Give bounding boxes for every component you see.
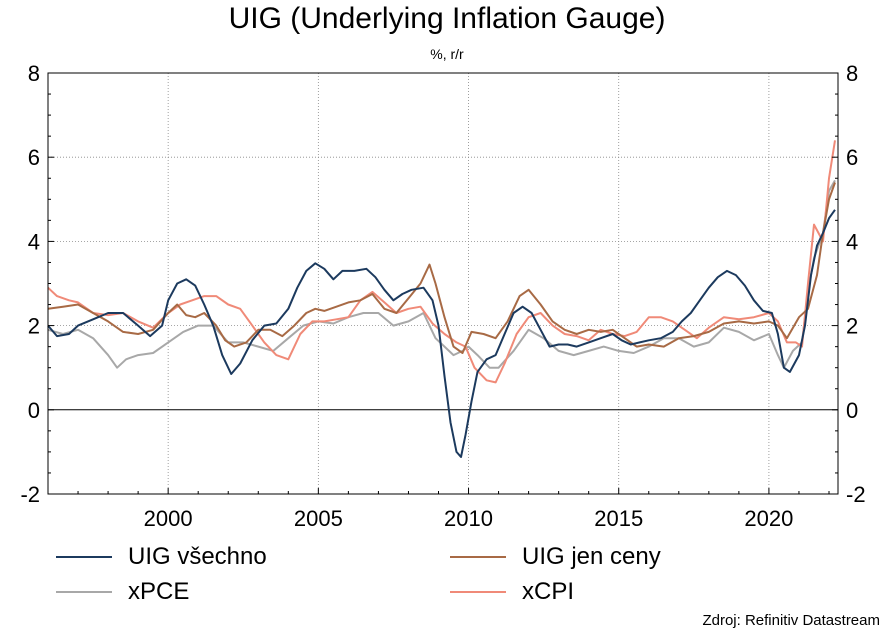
y-tick-label-right: 2 — [846, 314, 858, 339]
x-tick-label: 2015 — [594, 506, 643, 531]
y-tick-label-right: 4 — [846, 229, 858, 254]
legend-swatch-uig-jen-ceny — [450, 556, 506, 558]
legend-label-xpce: xPCE — [128, 578, 190, 605]
legend-swatch-uig-vsechno — [56, 556, 112, 558]
legend-label-xcpi: xCPI — [522, 578, 575, 605]
x-tick-label: 2010 — [444, 506, 493, 531]
legend-swatch-xcpi — [450, 591, 506, 593]
y-tick-label-right: -2 — [846, 482, 866, 507]
y-tick-label-left: 6 — [28, 145, 40, 170]
plot-frame — [47, 72, 839, 495]
y-tick-label-left: 2 — [28, 314, 40, 339]
tick-layer: -2 -2 0 0 2 2 4 4 6 6 8 8 2000 2005 2010 2015 2020 — [20, 61, 865, 531]
x-tick-label: 2005 — [294, 506, 343, 531]
chart-subtitle: %, r/r — [430, 46, 464, 62]
legend-swatch-xpce — [56, 591, 112, 593]
grid-layer — [48, 73, 838, 494]
x-tick-label: 2020 — [744, 506, 793, 531]
y-tick-label-right: 0 — [846, 398, 858, 423]
y-tick-label-left: 4 — [28, 229, 40, 254]
series-layer — [47, 140, 836, 458]
source-note: Zdroj: Refinitiv Datastream — [702, 612, 880, 629]
legend-item-uig-jen-ceny: UIG jen ceny — [450, 543, 661, 571]
legend-label-uig-vsechno: UIG všechno — [128, 543, 267, 570]
y-tick-label-left: 8 — [28, 61, 40, 86]
legend-label-uig-jen-ceny: UIG jen ceny — [522, 543, 661, 570]
y-tick-label-right: 8 — [846, 61, 858, 86]
legend-item-xcpi: xCPI — [450, 578, 574, 606]
legend-item-uig-vsechno: UIG všechno — [56, 543, 267, 571]
x-tick-label: 2000 — [144, 506, 193, 531]
series-line-xpce — [47, 179, 836, 369]
y-tick-label-left: 0 — [28, 398, 40, 423]
series-line-uig-v-echno — [47, 209, 836, 458]
chart-title: UIG (Underlying Inflation Gauge) — [228, 2, 666, 35]
legend-item-xpce: xPCE — [56, 578, 189, 606]
series-line-uig-jen-ceny — [47, 182, 836, 354]
y-tick-label-right: 6 — [846, 145, 858, 170]
y-tick-label-left: -2 — [20, 482, 40, 507]
